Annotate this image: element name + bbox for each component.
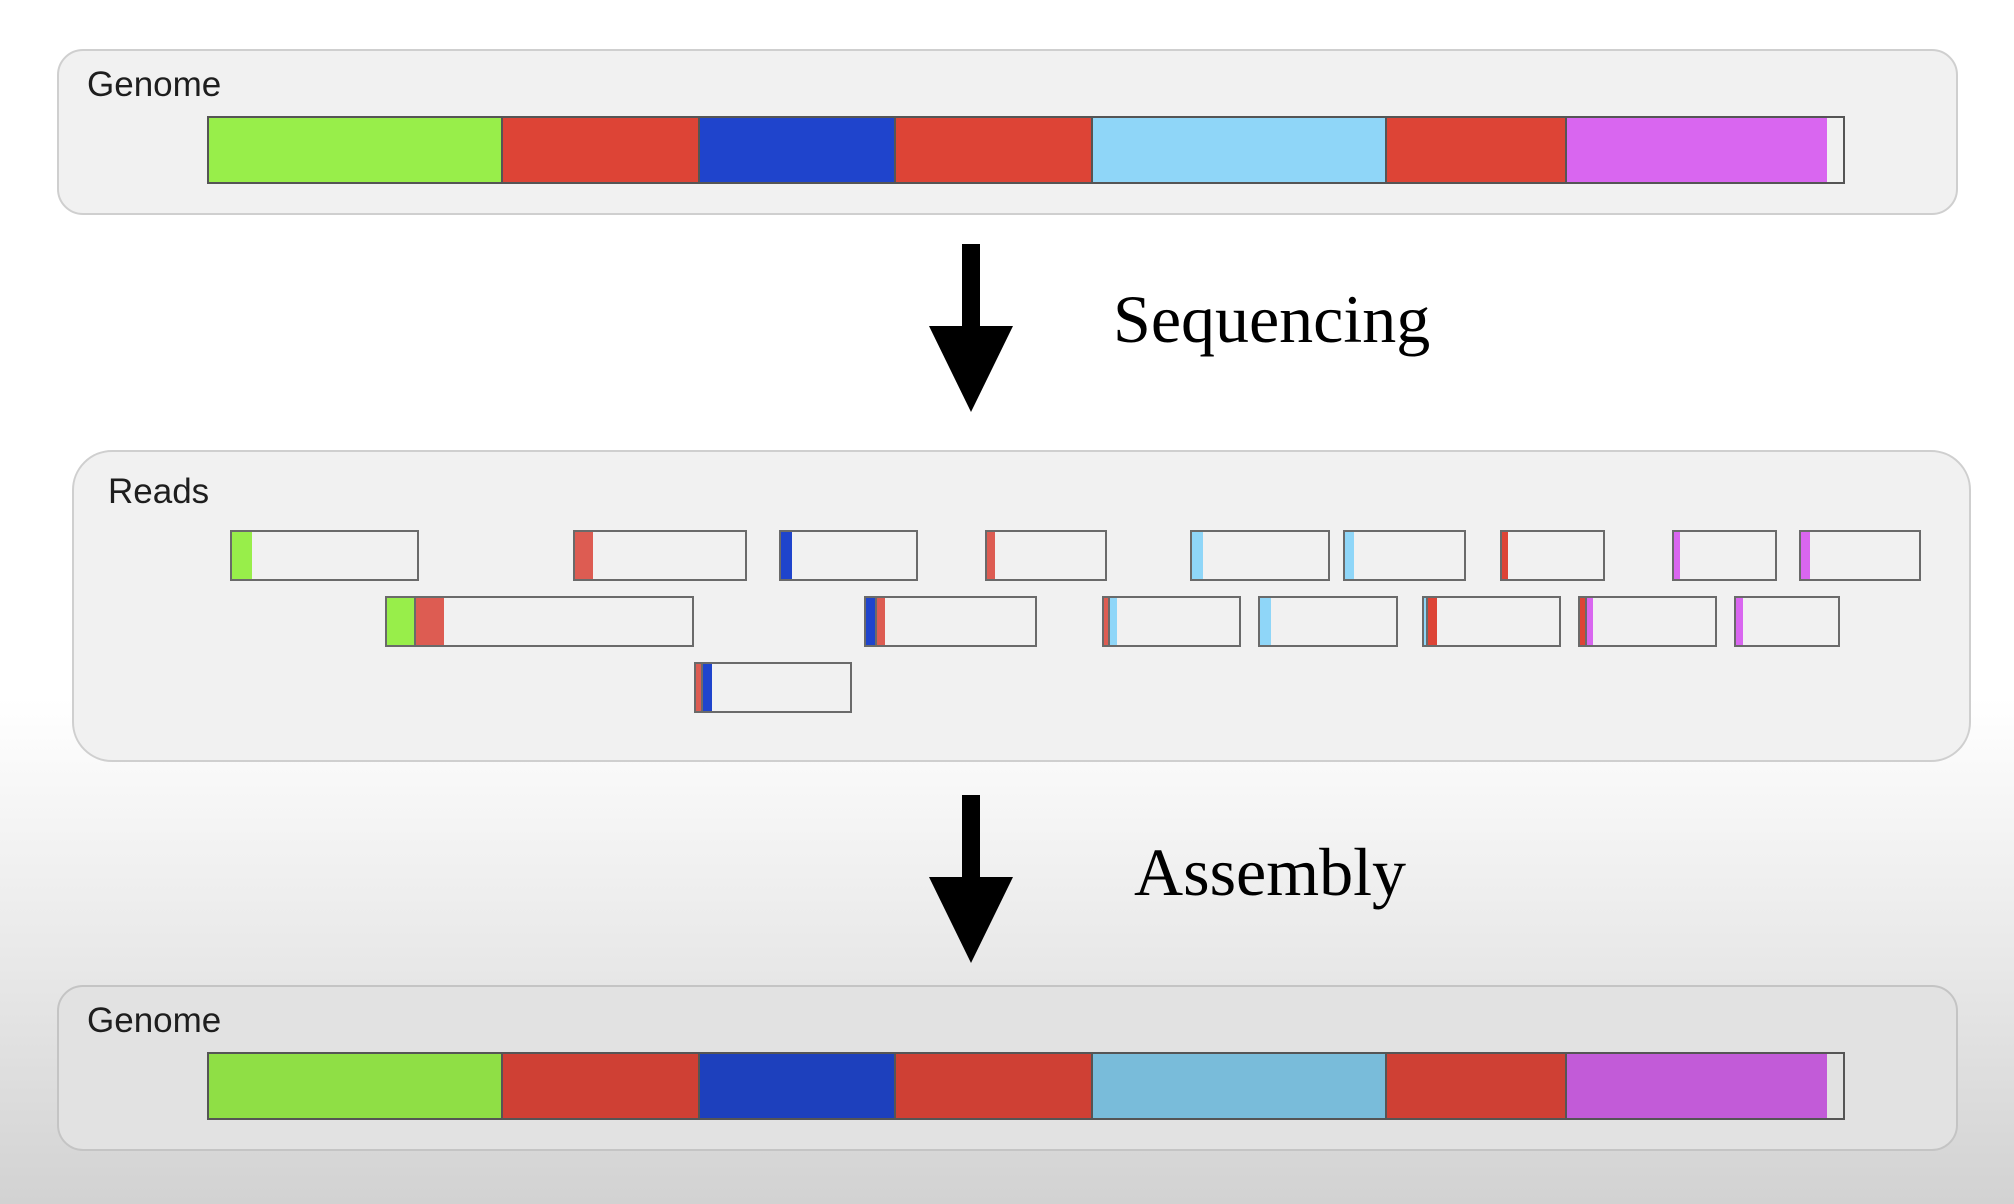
read-fragment bbox=[1671, 530, 1777, 581]
bottom-genome-segment-green bbox=[209, 1054, 503, 1118]
read-fragment bbox=[1421, 596, 1561, 647]
read-part bbox=[1260, 598, 1272, 645]
bottom-genome-segment-red-2 bbox=[896, 1054, 1093, 1118]
read-fragment bbox=[384, 596, 694, 647]
read-fragment bbox=[1102, 596, 1242, 647]
read-part bbox=[1501, 532, 1509, 579]
read-fragment bbox=[1343, 530, 1466, 581]
top-genome-segment-purple bbox=[1567, 118, 1827, 182]
assembly-label: Assembly bbox=[1134, 834, 1406, 910]
read-fragment bbox=[573, 530, 747, 581]
read-fragment bbox=[779, 530, 919, 581]
read-part bbox=[1104, 598, 1111, 645]
read-part bbox=[231, 532, 253, 579]
reads-label: Reads bbox=[108, 472, 210, 511]
assembly-arrow-icon bbox=[929, 795, 1013, 963]
read-part bbox=[1345, 532, 1354, 579]
read-part bbox=[1192, 532, 1204, 579]
read-fragment bbox=[1734, 596, 1840, 647]
top-genome-segment-light-blue bbox=[1092, 118, 1387, 182]
read-fragment bbox=[984, 530, 1108, 581]
read-part bbox=[1587, 598, 1593, 645]
read-fragment bbox=[229, 530, 419, 581]
read-fragment bbox=[1190, 530, 1330, 581]
top-genome-bar bbox=[207, 116, 1845, 184]
bottom-genome-segment-purple bbox=[1567, 1054, 1827, 1118]
read-part bbox=[1673, 532, 1680, 579]
read-part bbox=[696, 664, 703, 711]
read-part bbox=[1428, 598, 1437, 645]
top-genome-segment-red-3 bbox=[1386, 118, 1568, 182]
read-part bbox=[781, 532, 793, 579]
top-genome-segment-blue bbox=[699, 118, 897, 182]
read-part bbox=[1423, 598, 1429, 645]
top-genome-panel: Genome bbox=[57, 49, 1958, 215]
bottom-genome-label: Genome bbox=[87, 1001, 222, 1040]
read-part bbox=[866, 598, 877, 645]
read-fragment bbox=[1799, 530, 1922, 581]
bottom-genome-segment-light-blue bbox=[1092, 1054, 1387, 1118]
top-genome-label: Genome bbox=[87, 65, 222, 104]
sequencing-arrow-icon bbox=[929, 244, 1013, 412]
read-part bbox=[1736, 598, 1743, 645]
read-part bbox=[575, 532, 593, 579]
read-fragment bbox=[1258, 596, 1398, 647]
read-part bbox=[702, 664, 713, 711]
read-part bbox=[1801, 532, 1810, 579]
top-genome-segment-red-2 bbox=[896, 118, 1093, 182]
read-part bbox=[416, 598, 444, 645]
reads-area bbox=[218, 530, 1922, 730]
bottom-genome-panel: Genome bbox=[57, 985, 1958, 1151]
top-genome-segment-green bbox=[209, 118, 503, 182]
read-fragment bbox=[1499, 530, 1606, 581]
sequencing-label: Sequencing bbox=[1113, 281, 1431, 357]
read-fragment bbox=[694, 662, 853, 713]
top-genome-segment-red-1 bbox=[502, 118, 700, 182]
bottom-genome-bar bbox=[207, 1052, 1845, 1120]
read-fragment bbox=[864, 596, 1038, 647]
bottom-genome-segment-red-3 bbox=[1386, 1054, 1568, 1118]
read-part bbox=[876, 598, 886, 645]
reads-panel: Reads bbox=[72, 450, 1971, 762]
bottom-genome-segment-red-1 bbox=[502, 1054, 700, 1118]
read-part bbox=[386, 598, 417, 645]
read-part bbox=[1580, 598, 1588, 645]
read-part bbox=[986, 532, 996, 579]
read-part bbox=[1110, 598, 1117, 645]
read-fragment bbox=[1578, 596, 1718, 647]
bottom-genome-segment-blue bbox=[699, 1054, 897, 1118]
